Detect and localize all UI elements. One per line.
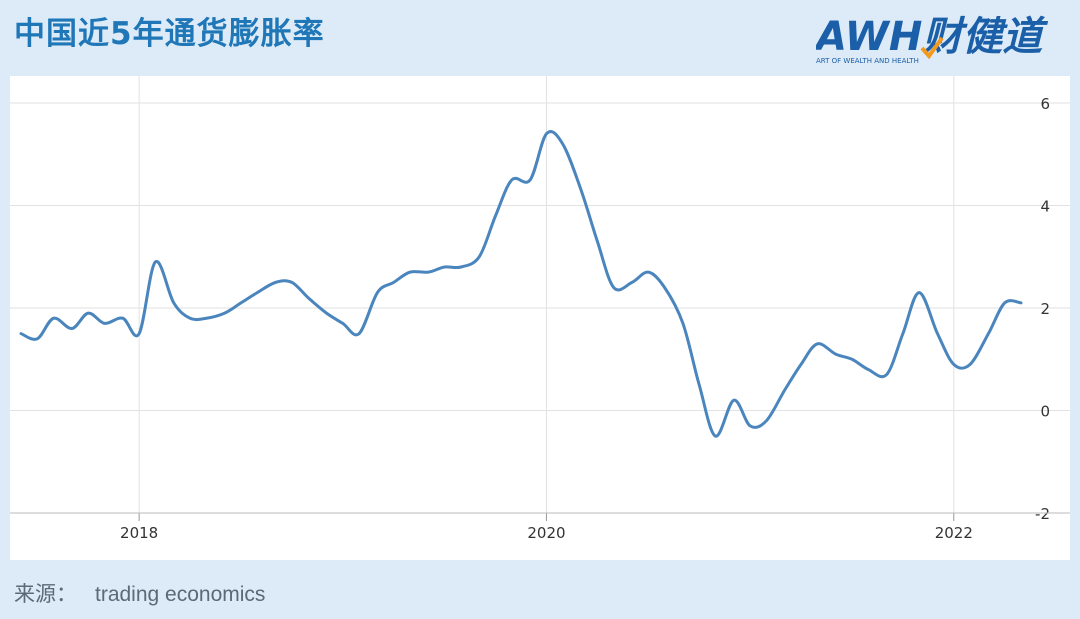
data-point — [529, 178, 532, 181]
data-point — [561, 143, 564, 146]
source-line: 来源： trading economics — [14, 578, 265, 608]
data-point — [52, 317, 55, 320]
data-point — [698, 383, 701, 386]
data-point — [510, 178, 513, 181]
x-tick-label: 2020 — [527, 524, 565, 542]
data-point — [596, 240, 599, 243]
data-point — [341, 322, 344, 325]
data-point — [376, 291, 379, 294]
data-point — [70, 327, 73, 330]
x-tick-label: 2022 — [935, 524, 973, 542]
data-point — [901, 332, 904, 335]
data-point — [663, 286, 666, 289]
data-point — [478, 255, 481, 258]
data-point — [274, 281, 277, 284]
series-line — [19, 130, 1023, 438]
data-point — [800, 363, 803, 366]
data-point — [580, 189, 583, 192]
data-point — [630, 281, 633, 284]
data-point — [816, 342, 819, 345]
data-point — [290, 281, 293, 284]
data-point — [223, 312, 226, 315]
data-point — [936, 332, 939, 335]
source-label: 来源： — [14, 583, 77, 606]
data-point — [918, 291, 921, 294]
data-point — [443, 266, 446, 269]
plot-area: 6 4 2 0 -2 2018 2020 2022 — [10, 76, 1070, 560]
data-point — [765, 419, 768, 422]
y-tick-label: -2 — [1035, 505, 1050, 523]
data-point — [103, 322, 106, 325]
line-chart: 6 4 2 0 -2 2018 2020 2022 — [10, 76, 1070, 542]
data-point — [172, 301, 175, 304]
data-point — [358, 332, 361, 335]
data-point — [749, 424, 752, 427]
data-point — [392, 281, 395, 284]
data-point — [681, 322, 684, 325]
data-point — [885, 373, 888, 376]
y-tick-label: 0 — [1040, 403, 1050, 421]
data-point — [1003, 301, 1006, 304]
y-tick-label: 2 — [1040, 300, 1050, 318]
data-point — [325, 312, 328, 315]
y-tick-label: 4 — [1040, 198, 1050, 216]
data-point — [409, 271, 412, 274]
data-point — [987, 332, 990, 335]
data-point — [20, 332, 23, 335]
data-point — [205, 317, 208, 320]
data-point — [1020, 301, 1023, 304]
data-point — [307, 296, 310, 299]
data-point — [783, 389, 786, 392]
y-tick-label: 6 — [1040, 95, 1050, 113]
data-point — [969, 363, 972, 366]
data-point — [612, 286, 615, 289]
data-point — [154, 260, 157, 263]
data-point — [952, 363, 955, 366]
data-point — [545, 132, 548, 135]
data-point — [256, 291, 259, 294]
data-point — [850, 358, 853, 361]
data-point — [189, 317, 192, 320]
data-point — [138, 332, 141, 335]
data-point — [121, 317, 124, 320]
data-point — [494, 214, 497, 217]
data-point — [239, 301, 242, 304]
data-point — [732, 399, 735, 402]
data-point — [834, 353, 837, 356]
data-point — [87, 312, 90, 315]
data-point — [867, 368, 870, 371]
logo-subtitle: ART OF WEALTH AND HEALTH — [816, 57, 919, 65]
data-point — [36, 337, 39, 340]
chart-title: 中国近5年通货膨胀率 — [14, 16, 325, 52]
data-point — [714, 435, 717, 438]
logo-checkmark — [920, 36, 944, 60]
source-value: trading economics — [95, 583, 266, 606]
brand-logo: AWH财健道 ART OF WEALTH AND HEALTH — [816, 14, 1048, 65]
x-tick-label: 2018 — [120, 524, 158, 542]
data-point — [647, 271, 650, 274]
data-point — [427, 271, 430, 274]
data-point — [459, 266, 462, 269]
